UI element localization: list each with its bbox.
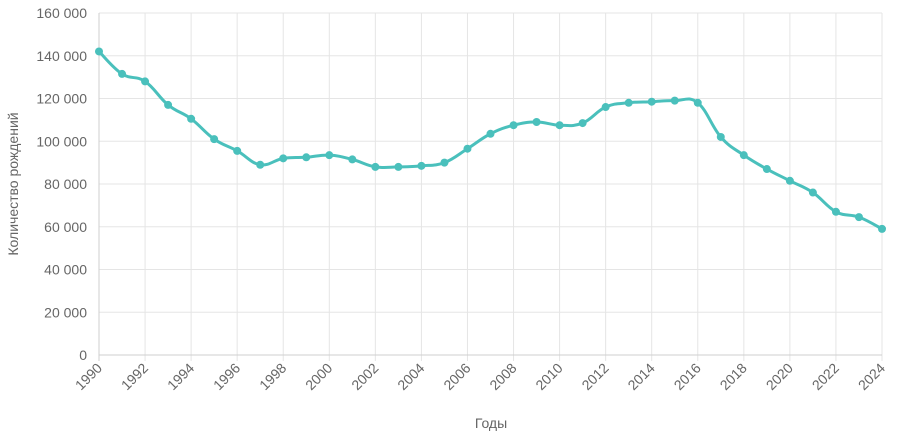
x-tick-label: 1992 xyxy=(118,360,151,393)
x-tick-label: 2004 xyxy=(394,360,427,393)
x-tick-label: 1994 xyxy=(164,360,197,393)
data-point[interactable] xyxy=(302,153,311,162)
data-point[interactable] xyxy=(348,155,357,164)
data-point[interactable] xyxy=(233,146,242,155)
data-point[interactable] xyxy=(118,69,127,78)
axes xyxy=(98,13,882,361)
data-point[interactable] xyxy=(624,98,633,107)
x-tick-label: 2002 xyxy=(348,360,381,393)
y-tick-label: 140 000 xyxy=(36,48,87,64)
data-point[interactable] xyxy=(739,151,748,160)
data-point[interactable] xyxy=(601,103,610,112)
data-point[interactable] xyxy=(578,119,587,128)
x-tick-label: 2008 xyxy=(486,360,519,393)
data-point[interactable] xyxy=(670,96,679,105)
x-tick-label: 2020 xyxy=(763,360,796,393)
data-point[interactable] xyxy=(532,118,541,127)
x-tick-label: 1996 xyxy=(210,360,243,393)
data-point[interactable] xyxy=(854,213,863,222)
grid xyxy=(98,12,883,361)
x-tick-label: 1998 xyxy=(256,360,289,393)
y-tick-label: 80 000 xyxy=(44,176,87,192)
data-point[interactable] xyxy=(647,97,656,106)
labels: 0 20 000 40 000 60 000 80 000 100 000 120 000 1… xyxy=(36,5,888,393)
data-point[interactable] xyxy=(878,224,886,233)
data-point[interactable] xyxy=(325,151,334,160)
x-tick-label: 2016 xyxy=(671,360,704,393)
data-point[interactable] xyxy=(210,135,219,144)
data-point[interactable] xyxy=(785,176,794,185)
x-tick-label: 2018 xyxy=(717,360,750,393)
y-tick-label: 160 000 xyxy=(36,5,87,21)
x-tick-label: 2014 xyxy=(624,360,657,393)
data-point[interactable] xyxy=(164,100,173,109)
x-tick-label: 2024 xyxy=(855,360,888,393)
x-tick-label: 2000 xyxy=(302,360,335,393)
data-point[interactable] xyxy=(95,47,103,56)
data-point[interactable] xyxy=(831,207,840,216)
data-point[interactable] xyxy=(716,132,725,141)
x-tick-label: 1990 xyxy=(72,360,105,393)
data-point[interactable] xyxy=(371,162,380,171)
data-point[interactable] xyxy=(279,154,288,163)
data-point[interactable] xyxy=(440,158,449,167)
data-point[interactable] xyxy=(394,162,403,171)
data-point[interactable] xyxy=(509,121,518,130)
y-tick-label: 40 000 xyxy=(44,262,87,278)
y-tick-label: 0 xyxy=(79,347,87,363)
data-point[interactable] xyxy=(693,98,702,107)
y-tick-label: 60 000 xyxy=(44,219,87,235)
x-axis-title: Годы xyxy=(475,415,507,431)
data-point[interactable] xyxy=(417,161,426,170)
data-point[interactable] xyxy=(256,160,265,169)
data-point[interactable] xyxy=(762,165,771,174)
data-point[interactable] xyxy=(187,114,196,123)
y-tick-label: 100 000 xyxy=(36,133,87,149)
y-tick-label: 120 000 xyxy=(36,91,87,107)
x-tick-label: 2006 xyxy=(440,360,473,393)
data-point[interactable] xyxy=(463,144,472,153)
data-point[interactable] xyxy=(486,129,495,138)
data-point[interactable] xyxy=(141,77,150,86)
x-tick-label: 2012 xyxy=(578,360,611,393)
data-point[interactable] xyxy=(808,188,817,197)
series xyxy=(95,47,886,233)
y-tick-label: 20 000 xyxy=(44,304,87,320)
data-point[interactable] xyxy=(555,121,564,130)
x-tick-label: 2010 xyxy=(532,360,565,393)
x-tick-label: 2022 xyxy=(809,360,842,393)
y-axis-title: Количество рождений xyxy=(5,112,21,255)
